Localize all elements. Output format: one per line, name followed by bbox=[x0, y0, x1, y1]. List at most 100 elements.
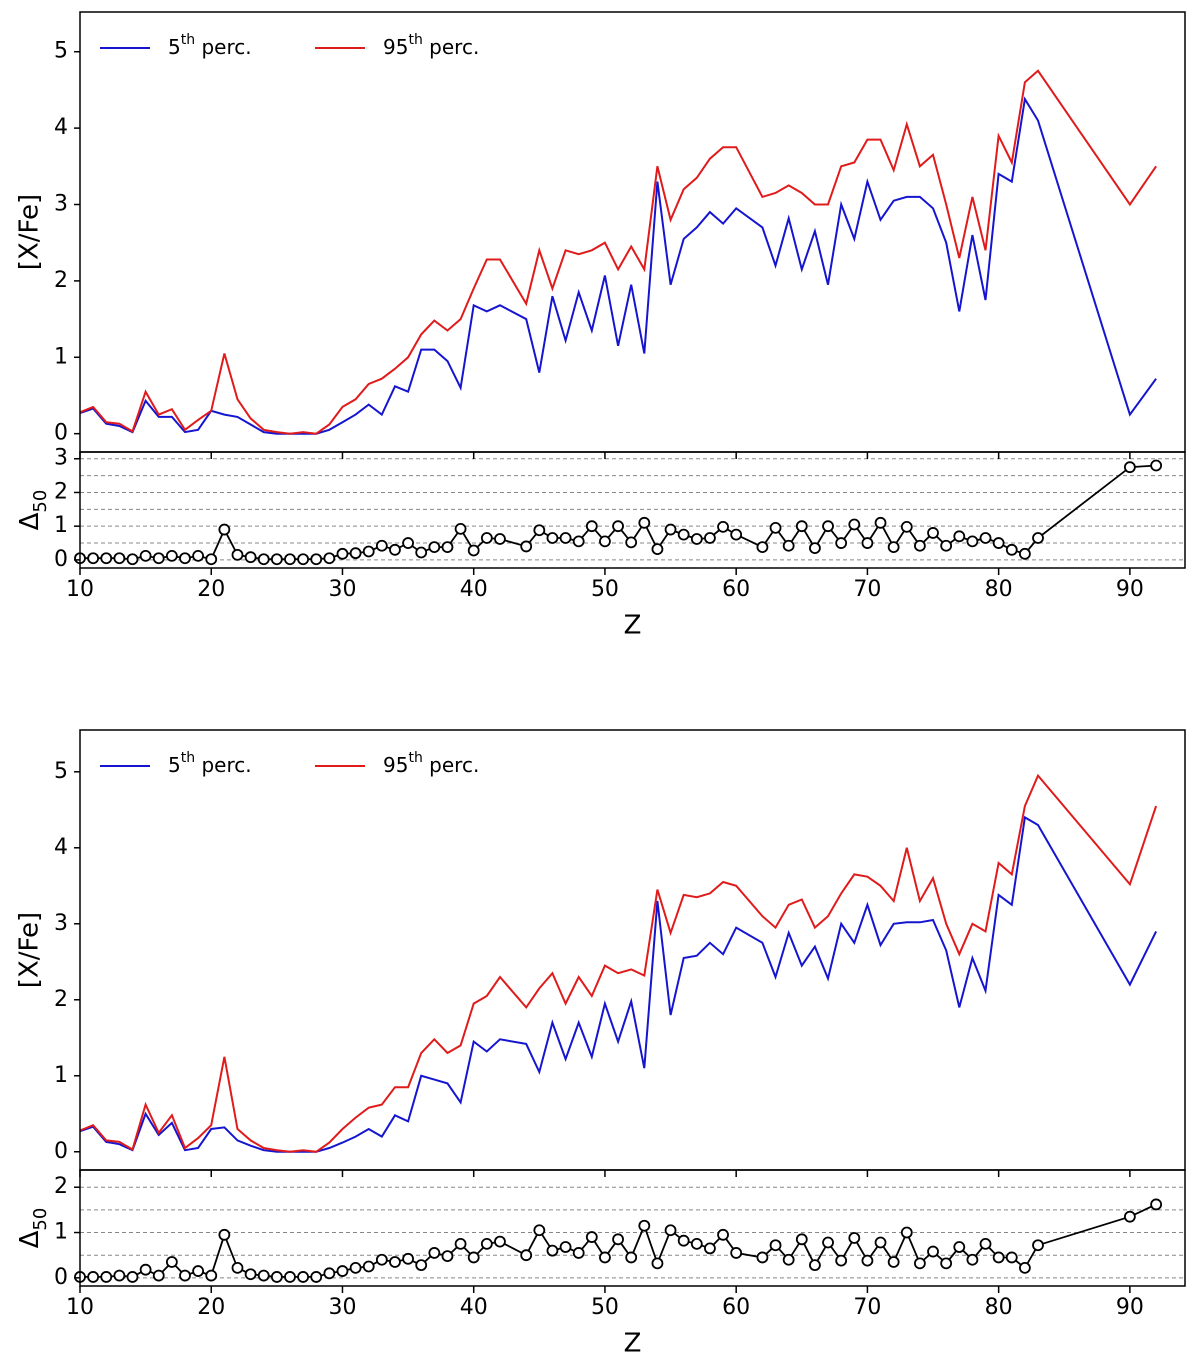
delta-point bbox=[756, 541, 769, 553]
delta-point bbox=[244, 1268, 257, 1281]
delta-point bbox=[480, 1237, 493, 1250]
x-tick-label: 30 bbox=[328, 577, 356, 602]
delta-point bbox=[533, 1224, 546, 1237]
delta-point bbox=[1123, 461, 1136, 474]
delta-point bbox=[966, 535, 979, 548]
delta-point bbox=[402, 537, 414, 549]
delta-point bbox=[848, 1232, 861, 1244]
delta-point bbox=[704, 532, 716, 544]
delta-point bbox=[1032, 532, 1044, 544]
delta-point bbox=[231, 548, 244, 561]
delta-point bbox=[979, 1237, 992, 1250]
delta-point bbox=[664, 1224, 677, 1237]
delta-point bbox=[205, 1269, 218, 1282]
y-axis-label: [X/Fe] bbox=[15, 194, 45, 270]
delta-point bbox=[126, 553, 139, 566]
delta-point bbox=[782, 1253, 795, 1266]
delta-point bbox=[612, 1233, 624, 1246]
delta-point bbox=[940, 539, 953, 552]
legend-label: 5th perc. bbox=[168, 750, 252, 777]
delta-point bbox=[651, 543, 664, 556]
delta-point bbox=[494, 1235, 506, 1248]
sub-y-axis-label: Δ50 bbox=[15, 490, 51, 531]
x-tick-label: 40 bbox=[460, 1295, 488, 1320]
delta-point bbox=[585, 520, 598, 533]
delta-point bbox=[979, 532, 992, 544]
delta-point bbox=[664, 523, 677, 536]
delta-point bbox=[192, 1265, 205, 1277]
delta-point bbox=[992, 1251, 1005, 1264]
y-tick-label: 0 bbox=[54, 1265, 68, 1290]
delta-point bbox=[257, 553, 270, 566]
delta-point bbox=[1005, 543, 1018, 556]
delta-point bbox=[454, 1237, 467, 1250]
delta-point bbox=[638, 516, 651, 529]
delta-point bbox=[467, 544, 480, 557]
delta-point bbox=[467, 1251, 480, 1264]
delta-point bbox=[599, 535, 611, 548]
delta-point bbox=[218, 1228, 231, 1241]
delta-point bbox=[100, 552, 113, 565]
delta-point bbox=[914, 1257, 926, 1270]
delta-point bbox=[546, 1244, 559, 1257]
delta-point bbox=[362, 1260, 375, 1273]
delta-point bbox=[270, 553, 283, 566]
delta-point bbox=[861, 537, 874, 549]
delta-point bbox=[428, 1247, 441, 1259]
percentile-line bbox=[79, 96, 1157, 435]
delta-point bbox=[165, 549, 178, 562]
delta-point bbox=[769, 521, 782, 534]
x-tick-label: 10 bbox=[66, 577, 94, 602]
delta-point bbox=[572, 535, 585, 548]
delta-point bbox=[139, 549, 152, 562]
y-tick-label: 2 bbox=[54, 479, 68, 504]
main-frame bbox=[79, 11, 1186, 453]
delta-point bbox=[900, 1226, 913, 1239]
delta-point bbox=[677, 528, 690, 541]
delta-point bbox=[257, 1269, 270, 1282]
delta-point bbox=[756, 1251, 769, 1264]
x-tick-label: 10 bbox=[66, 1295, 94, 1320]
delta-point bbox=[87, 552, 100, 565]
delta-point bbox=[1150, 459, 1163, 472]
delta-point bbox=[625, 536, 638, 549]
delta-point bbox=[927, 1245, 939, 1258]
delta-point bbox=[100, 1271, 113, 1283]
delta-point bbox=[730, 1247, 743, 1259]
delta-point bbox=[441, 1250, 454, 1262]
delta-point bbox=[638, 1219, 651, 1232]
x-tick-label: 60 bbox=[722, 1295, 750, 1320]
x-axis-label: Z bbox=[624, 611, 642, 641]
x-tick-label: 70 bbox=[853, 577, 881, 602]
x-tick-label: 70 bbox=[853, 1295, 881, 1320]
y-tick-label: 4 bbox=[54, 835, 68, 860]
delta-point bbox=[835, 537, 848, 549]
delta-point bbox=[480, 532, 493, 544]
delta-point bbox=[1018, 1261, 1031, 1274]
percentile-line bbox=[79, 773, 1158, 1153]
delta-point bbox=[270, 1271, 283, 1283]
x-tick-label: 90 bbox=[1116, 577, 1144, 602]
delta-point bbox=[966, 1253, 979, 1266]
delta-point bbox=[415, 546, 428, 559]
delta-point bbox=[690, 1237, 703, 1250]
y-tick-label: 3 bbox=[54, 911, 68, 936]
x-tick-label: 80 bbox=[985, 577, 1013, 602]
x-tick-label: 60 bbox=[722, 577, 750, 602]
delta-point bbox=[349, 547, 362, 560]
delta-point bbox=[520, 540, 533, 553]
y-tick-label: 0 bbox=[54, 1139, 68, 1164]
delta-point bbox=[520, 1249, 533, 1262]
delta-point bbox=[572, 1247, 585, 1259]
y-tick-label: 2 bbox=[54, 987, 68, 1012]
sub-y-axis-label: Δ50 bbox=[15, 1208, 51, 1249]
delta-point bbox=[113, 1269, 126, 1282]
delta-point bbox=[415, 1259, 428, 1272]
y-tick-label: 1 bbox=[54, 344, 68, 369]
delta-point bbox=[874, 1236, 887, 1249]
delta-point bbox=[625, 1251, 638, 1264]
y-tick-label: 2 bbox=[54, 1174, 68, 1199]
delta-point bbox=[87, 1271, 100, 1283]
